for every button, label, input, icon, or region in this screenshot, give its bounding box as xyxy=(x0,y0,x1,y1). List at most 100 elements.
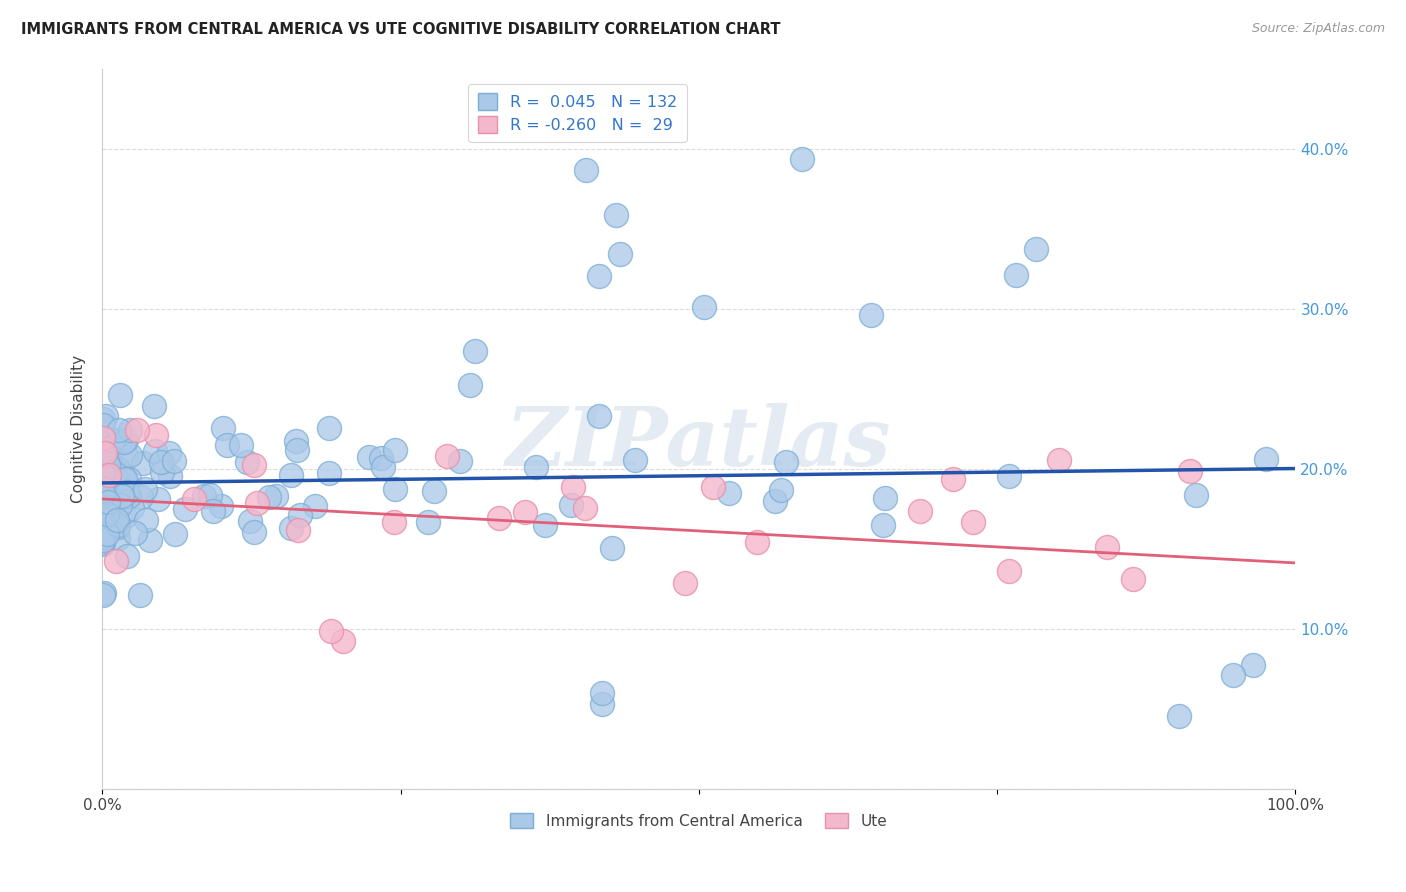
Point xyxy=(129,490,152,504)
Point xyxy=(111,470,134,484)
Point xyxy=(93,588,115,602)
Point xyxy=(304,499,326,513)
Point xyxy=(318,420,340,434)
Point xyxy=(108,388,131,402)
Point xyxy=(115,484,138,499)
Point xyxy=(193,489,215,503)
Point xyxy=(1122,572,1144,586)
Point xyxy=(280,521,302,535)
Point xyxy=(124,525,146,540)
Point xyxy=(288,508,311,522)
Point xyxy=(93,530,115,544)
Point xyxy=(183,492,205,507)
Point xyxy=(673,576,696,591)
Point xyxy=(859,309,882,323)
Point xyxy=(1180,464,1202,478)
Point xyxy=(135,513,157,527)
Point xyxy=(97,476,120,491)
Point xyxy=(165,527,187,541)
Point xyxy=(609,247,631,261)
Point xyxy=(202,504,225,518)
Point xyxy=(93,509,115,524)
Point xyxy=(422,484,444,499)
Point xyxy=(384,443,406,458)
Legend: Immigrants from Central America, Ute: Immigrants from Central America, Ute xyxy=(505,806,893,835)
Point xyxy=(236,455,259,469)
Point xyxy=(436,449,458,463)
Point xyxy=(105,514,128,528)
Point xyxy=(107,423,129,437)
Point xyxy=(1243,658,1265,673)
Point xyxy=(464,343,486,358)
Point xyxy=(962,515,984,529)
Point xyxy=(591,685,613,699)
Point xyxy=(145,428,167,442)
Point xyxy=(515,505,537,519)
Point xyxy=(97,467,120,482)
Point xyxy=(588,409,610,423)
Point xyxy=(243,458,266,472)
Point xyxy=(107,531,129,545)
Point xyxy=(93,430,115,444)
Point xyxy=(107,462,129,476)
Point xyxy=(373,460,395,475)
Point xyxy=(93,533,115,547)
Point xyxy=(97,495,120,509)
Point xyxy=(93,428,115,442)
Point xyxy=(382,515,405,529)
Point xyxy=(143,443,166,458)
Point xyxy=(93,488,115,502)
Point xyxy=(1185,487,1208,501)
Point xyxy=(591,697,613,711)
Point xyxy=(115,549,138,564)
Point xyxy=(93,486,115,500)
Point xyxy=(264,489,287,503)
Point xyxy=(872,518,894,533)
Point xyxy=(285,442,308,457)
Point xyxy=(763,494,786,508)
Point xyxy=(211,421,233,435)
Point xyxy=(488,511,510,525)
Point xyxy=(285,434,308,448)
Point xyxy=(143,399,166,413)
Point xyxy=(1047,453,1070,467)
Point xyxy=(101,492,124,507)
Point xyxy=(1167,709,1189,723)
Point xyxy=(108,499,131,513)
Point xyxy=(96,507,118,521)
Point xyxy=(163,454,186,468)
Point xyxy=(198,488,221,502)
Point xyxy=(111,489,134,503)
Point xyxy=(718,485,741,500)
Point xyxy=(93,534,115,549)
Point xyxy=(93,431,115,445)
Point xyxy=(747,534,769,549)
Point xyxy=(524,460,547,475)
Point xyxy=(1097,540,1119,554)
Point xyxy=(1025,243,1047,257)
Point xyxy=(96,527,118,541)
Point xyxy=(93,412,115,426)
Point xyxy=(114,433,136,447)
Point xyxy=(101,433,124,447)
Point xyxy=(702,480,724,494)
Point xyxy=(115,448,138,462)
Point xyxy=(588,269,610,284)
Point xyxy=(121,501,143,516)
Point xyxy=(93,481,115,495)
Point xyxy=(792,152,814,166)
Point xyxy=(104,516,127,530)
Point xyxy=(112,434,135,449)
Point xyxy=(229,438,252,452)
Point xyxy=(998,564,1021,578)
Point xyxy=(107,517,129,532)
Point xyxy=(157,446,180,460)
Point xyxy=(127,423,149,437)
Point xyxy=(560,499,582,513)
Point xyxy=(449,454,471,468)
Point xyxy=(775,455,797,469)
Point xyxy=(384,482,406,496)
Point xyxy=(146,492,169,507)
Point xyxy=(562,479,585,493)
Point xyxy=(602,541,624,555)
